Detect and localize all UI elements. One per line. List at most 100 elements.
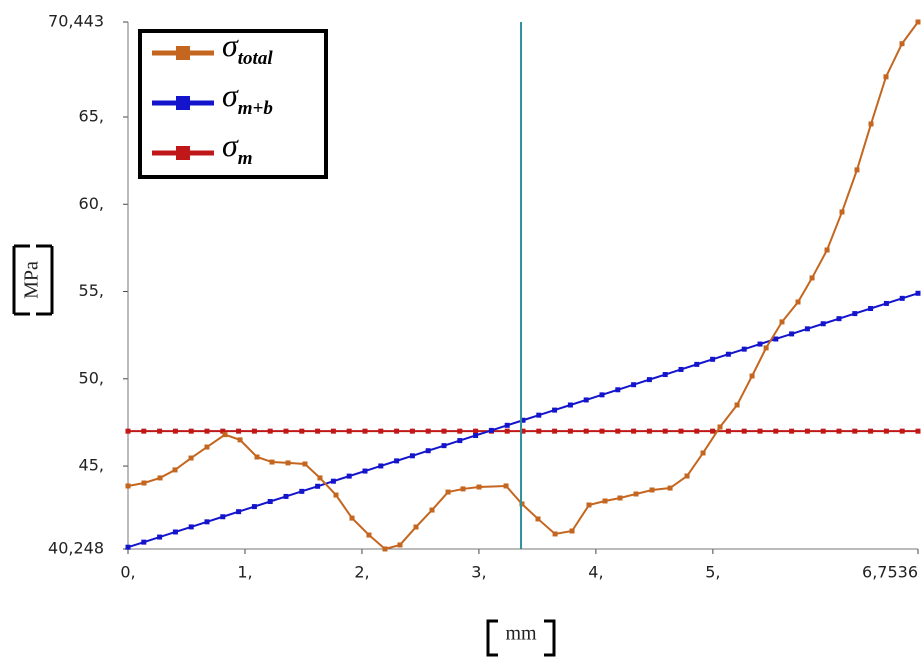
legend-symbol: σ (222, 77, 239, 113)
point (741, 428, 747, 434)
point (617, 495, 623, 501)
point (220, 428, 226, 434)
point (220, 514, 226, 520)
point (222, 432, 228, 438)
point (188, 455, 194, 461)
point (836, 428, 842, 434)
point (254, 454, 260, 460)
point (283, 428, 289, 434)
point (302, 461, 308, 467)
point (267, 499, 273, 505)
point (457, 428, 463, 434)
point (141, 428, 147, 434)
point (204, 519, 210, 525)
point (820, 321, 826, 327)
point (694, 361, 700, 367)
point (299, 428, 305, 434)
point (567, 428, 573, 434)
point (349, 515, 355, 521)
point (330, 428, 336, 434)
point (125, 483, 131, 489)
point (157, 428, 163, 434)
point (883, 428, 889, 434)
point (631, 382, 637, 388)
point (409, 453, 415, 459)
point (583, 428, 589, 434)
point (552, 531, 558, 537)
point (899, 428, 905, 434)
point (710, 428, 716, 434)
point (204, 444, 210, 450)
point (333, 492, 339, 498)
point (445, 489, 451, 495)
point (734, 402, 740, 408)
x-tick-label: 4, (588, 563, 603, 582)
point (602, 498, 608, 504)
point (285, 460, 291, 466)
point (473, 432, 479, 438)
point (141, 480, 147, 486)
point (536, 412, 542, 418)
point (317, 475, 323, 481)
point (504, 428, 510, 434)
point (429, 507, 435, 513)
point (251, 428, 257, 434)
point (552, 428, 558, 434)
point (804, 428, 810, 434)
point (804, 326, 810, 332)
point (567, 402, 573, 408)
point (366, 532, 372, 538)
point (824, 247, 830, 253)
point (915, 290, 921, 296)
point (172, 467, 178, 473)
y-tick-label: 65, (79, 106, 104, 125)
point (899, 295, 905, 301)
point (251, 504, 257, 510)
point (157, 475, 163, 481)
point (378, 463, 384, 469)
point (667, 485, 673, 491)
point (283, 493, 289, 499)
point (678, 366, 684, 372)
legend-marker (176, 96, 190, 110)
point (678, 428, 684, 434)
x-title-brackets (486, 619, 556, 657)
point (552, 407, 558, 413)
point (394, 428, 400, 434)
point (204, 428, 210, 434)
point (741, 346, 747, 352)
point (852, 428, 858, 434)
point (646, 377, 652, 383)
point (315, 428, 321, 434)
point (662, 372, 668, 378)
point (397, 542, 403, 548)
point (569, 528, 575, 534)
point (125, 428, 131, 434)
point (631, 428, 637, 434)
point (488, 427, 494, 433)
y-tick-label: 45, (79, 456, 104, 475)
point (868, 121, 874, 127)
point (899, 41, 905, 47)
legend-subscript: m (238, 148, 253, 169)
point (172, 428, 178, 434)
point (757, 341, 763, 347)
point (269, 459, 275, 465)
y-tick-label: 50, (79, 368, 104, 387)
point (413, 524, 419, 530)
y-tick-label: 60, (79, 194, 104, 213)
point (425, 448, 431, 454)
legend-label: σm (222, 127, 253, 169)
point (717, 424, 723, 430)
point (473, 428, 479, 434)
y-tick-label: 70,443 (48, 12, 104, 31)
point (409, 428, 415, 434)
point (757, 428, 763, 434)
point (789, 331, 795, 337)
point (125, 544, 131, 550)
point (773, 336, 779, 342)
point (599, 428, 605, 434)
legend-subscript: m+b (238, 98, 273, 119)
point (725, 351, 731, 357)
